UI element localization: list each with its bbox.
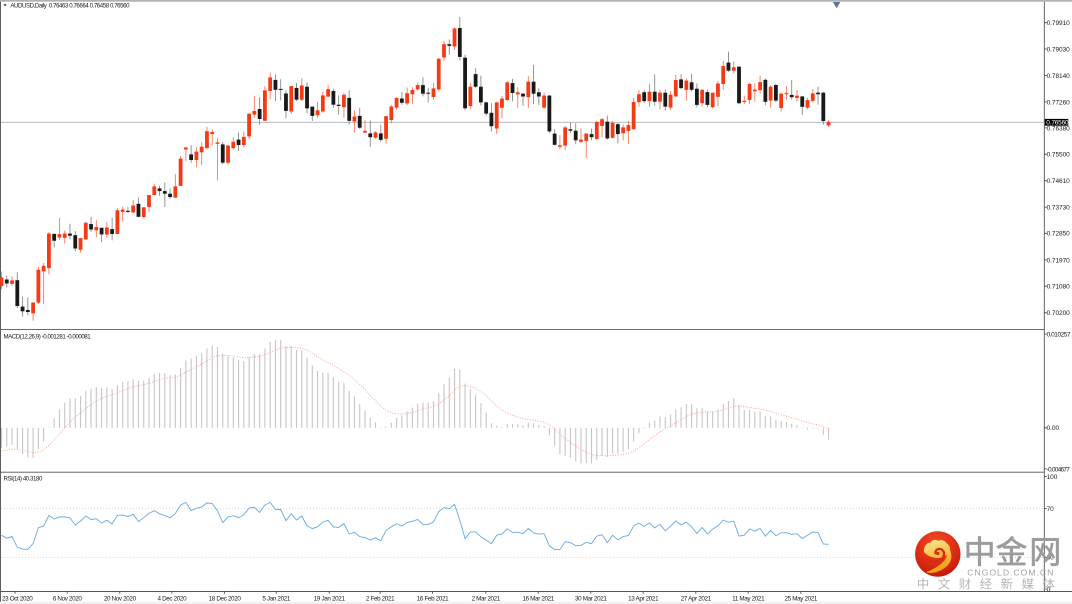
- svg-text:0.72850: 0.72850: [1047, 231, 1071, 238]
- svg-text:0.73730: 0.73730: [1047, 205, 1071, 212]
- svg-text:0.74610: 0.74610: [1047, 178, 1071, 185]
- svg-text:0.78140: 0.78140: [1047, 73, 1071, 80]
- svg-text:0.79910: 0.79910: [1047, 20, 1071, 27]
- svg-text:0.77260: 0.77260: [1047, 99, 1071, 106]
- svg-text:0.010257: 0.010257: [1047, 331, 1071, 338]
- svg-text:25 May 2021: 25 May 2021: [785, 596, 818, 603]
- svg-text:19 Jan 2021: 19 Jan 2021: [314, 596, 346, 603]
- svg-text:0.70200: 0.70200: [1047, 310, 1071, 317]
- svg-text:11 May 2021: 11 May 2021: [732, 596, 765, 603]
- svg-text:0.75500: 0.75500: [1047, 152, 1071, 159]
- svg-text:100: 100: [1047, 474, 1058, 481]
- svg-text:27 Apr 2021: 27 Apr 2021: [681, 596, 712, 603]
- svg-text:0.76560: 0.76560: [1046, 120, 1069, 127]
- svg-text:2 Mar 2021: 2 Mar 2021: [472, 596, 501, 603]
- svg-text:0.79030: 0.79030: [1047, 46, 1071, 53]
- svg-text:-0.004677: -0.004677: [1047, 466, 1071, 473]
- svg-text:2 Feb 2021: 2 Feb 2021: [366, 596, 395, 603]
- svg-text:16 Feb 2021: 16 Feb 2021: [417, 596, 449, 603]
- svg-text:5 Jan 2021: 5 Jan 2021: [262, 596, 291, 603]
- svg-text:0.71970: 0.71970: [1047, 257, 1071, 264]
- svg-text:4 Dec 2020: 4 Dec 2020: [158, 596, 188, 603]
- svg-text:20 Nov 2020: 20 Nov 2020: [104, 596, 137, 603]
- svg-text:0: 0: [1047, 586, 1051, 593]
- svg-text:18 Dec 2020: 18 Dec 2020: [209, 596, 242, 603]
- svg-text:16 Mar 2021: 16 Mar 2021: [522, 596, 554, 603]
- svg-text:0.71080: 0.71080: [1047, 284, 1071, 291]
- svg-text:6 Nov 2020: 6 Nov 2020: [53, 596, 83, 603]
- svg-text:MACD(12,26,9) -0.001281 -0.000: MACD(12,26,9) -0.001281 -0.000081: [4, 333, 92, 340]
- svg-text:0.00: 0.00: [1047, 425, 1060, 432]
- svg-text:23 Oct 2020: 23 Oct 2020: [2, 596, 33, 603]
- svg-text:RSI(14) 40.3180: RSI(14) 40.3180: [4, 476, 43, 483]
- svg-text:70: 70: [1047, 506, 1055, 513]
- svg-text:AUDUSD,Daily 0.76463 0.76664: AUDUSD,Daily 0.76463 0.76664 0.76458 0.7…: [10, 3, 130, 10]
- svg-text:CNGOLD.COM.CN: CNGOLD.COM.CN: [967, 568, 1054, 578]
- svg-text:30: 30: [1047, 555, 1055, 562]
- svg-text:30 Mar 2021: 30 Mar 2021: [575, 596, 607, 603]
- svg-text:13 Apr 2021: 13 Apr 2021: [628, 596, 659, 603]
- svg-text:0.76380: 0.76380: [1047, 125, 1071, 132]
